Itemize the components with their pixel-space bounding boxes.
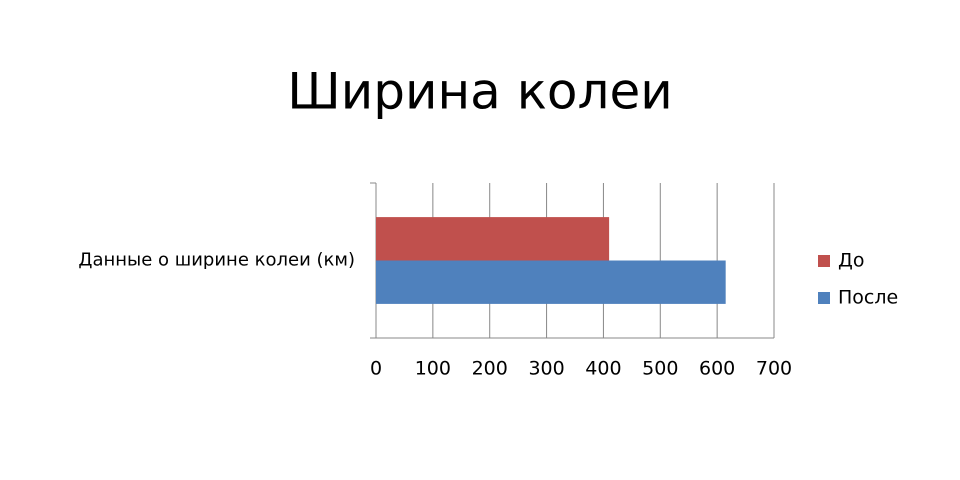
y-tick-label: Данные о ширине колеи (км)	[78, 250, 355, 271]
x-tick-label: 200	[472, 358, 508, 380]
x-tick-label: 600	[699, 358, 735, 380]
x-tick-label: 100	[415, 358, 451, 380]
x-tick-label: 700	[756, 358, 792, 380]
legend-label: После	[838, 287, 898, 309]
bar	[376, 260, 726, 304]
legend-label: До	[838, 250, 864, 272]
bar	[376, 217, 610, 261]
x-tick-label: 0	[370, 358, 382, 380]
legend-swatch	[818, 292, 830, 304]
x-tick-label: 400	[585, 358, 621, 380]
legend-swatch	[818, 255, 830, 267]
chart-title: Ширина колеи	[287, 63, 672, 121]
x-tick-label: 300	[528, 358, 564, 380]
x-tick-label: 500	[642, 358, 678, 380]
